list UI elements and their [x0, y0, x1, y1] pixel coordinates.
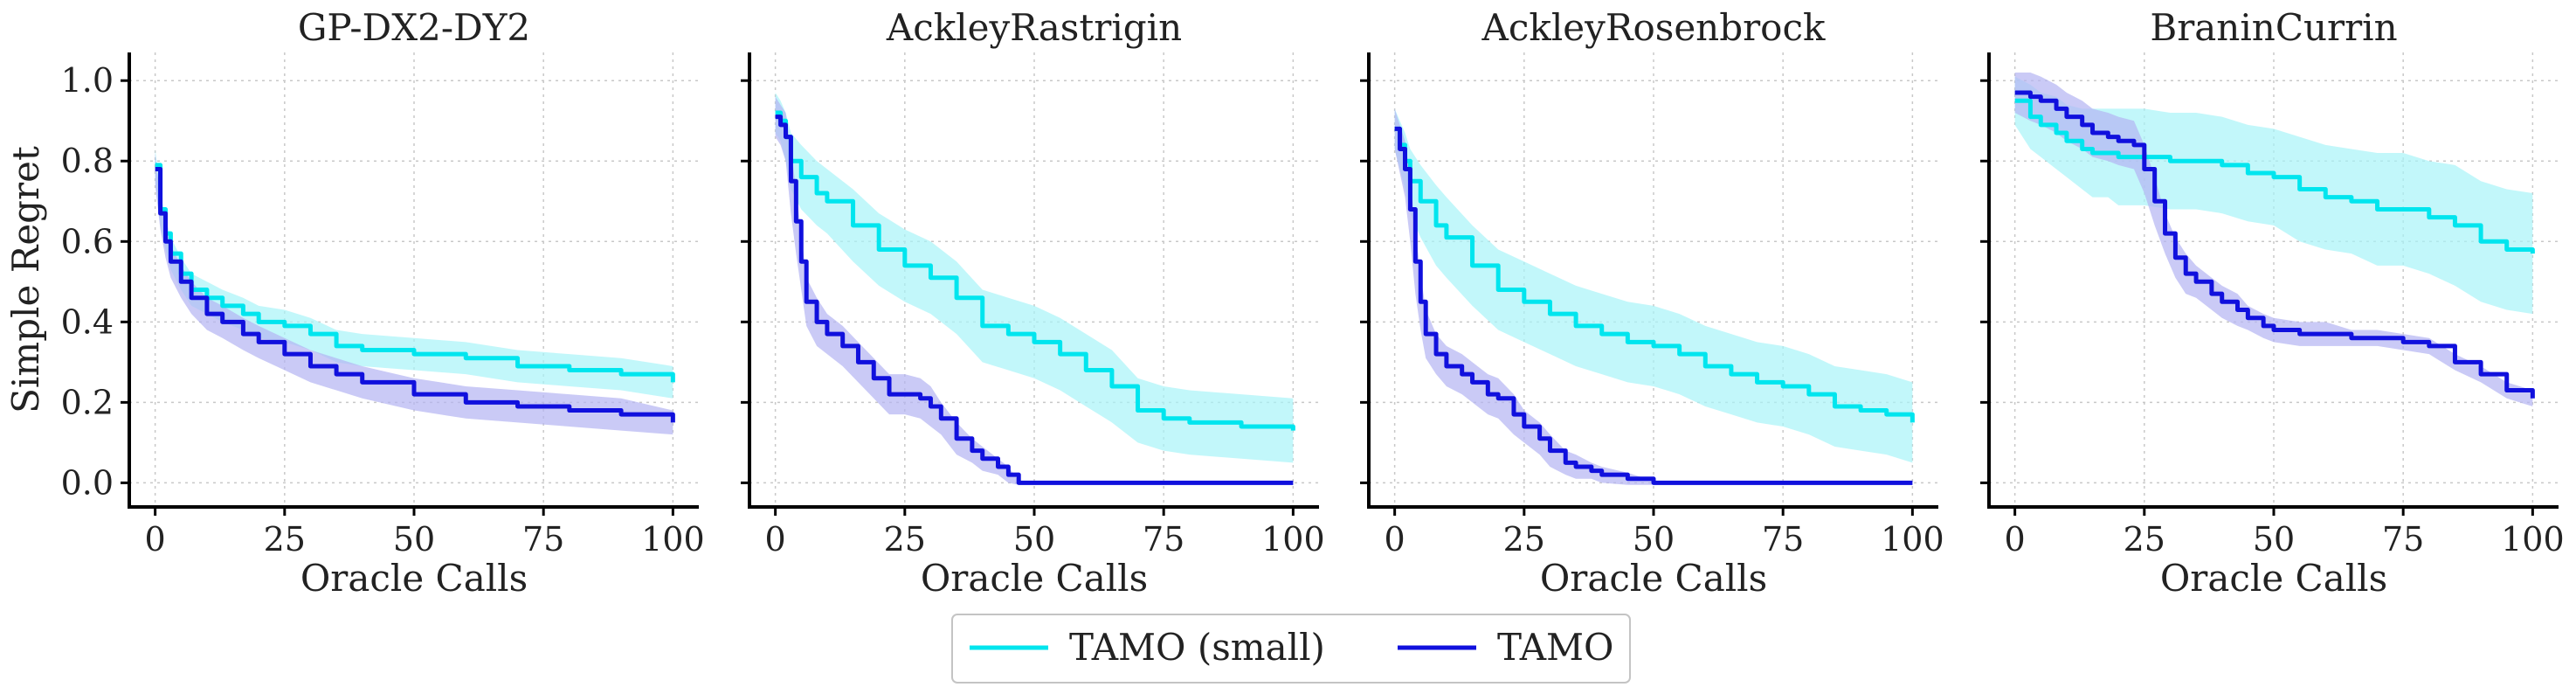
x-tick-label: 50 — [1013, 520, 1055, 559]
series-line-full — [155, 166, 675, 423]
x-tick-label: 50 — [1633, 520, 1675, 559]
x-axis-label: Oracle Calls — [2160, 557, 2387, 600]
panel-4: BraninCurrin 0 25 50 75 100 Oracle Calls — [1980, 6, 2565, 600]
confidence-band-full — [775, 96, 1294, 485]
x-tick-label: 100 — [2501, 520, 2565, 559]
x-tick-label: 75 — [1143, 520, 1184, 559]
legend-label-full: TAMO — [1497, 626, 1614, 669]
x-tick-label: 25 — [884, 520, 926, 559]
x-tick-label: 25 — [264, 520, 306, 559]
y-tick-label: 0.6 — [61, 222, 114, 260]
x-tick-label: 75 — [2382, 520, 2424, 559]
y-tick-label: 0.8 — [61, 142, 114, 180]
confidence-band-full — [155, 153, 673, 435]
confidence-band-small — [1394, 108, 1913, 463]
x-axis-label: Oracle Calls — [300, 557, 528, 600]
x-tick-label: 100 — [1261, 520, 1325, 559]
x-tick-label: 100 — [641, 520, 705, 559]
series-line-small — [1394, 126, 1915, 423]
confidence-band-small — [155, 149, 673, 399]
series-line-small — [155, 163, 675, 383]
panel-3: AckleyRosenbrock 0 25 50 75 100 Oracle Calls — [1360, 6, 1944, 600]
axis-spines — [1367, 52, 1938, 509]
x-tick-label: 0 — [765, 520, 786, 559]
x-axis-label: Oracle Calls — [921, 557, 1148, 600]
x-tick-label: 75 — [522, 520, 564, 559]
y-tick-label: 1.0 — [61, 61, 114, 100]
series-line-full — [1394, 126, 1913, 485]
x-tick-label: 50 — [393, 520, 435, 559]
series-line-small — [775, 110, 1295, 431]
axis-spines — [128, 52, 699, 509]
panel-title: GP-DX2-DY2 — [298, 6, 530, 49]
y-axis-label: Simple Regret — [4, 146, 47, 413]
series-line-full — [2014, 90, 2535, 399]
confidence-band-small — [2014, 76, 2533, 315]
x-axis-label: Oracle Calls — [1540, 557, 1767, 600]
axis-spines — [1987, 52, 2559, 509]
legend-label-small: TAMO (small) — [1069, 626, 1325, 669]
panel-title: AckleyRastrigin — [886, 6, 1182, 49]
legend: TAMO (small) TAMO — [951, 614, 1631, 684]
series-line-small — [2014, 98, 2535, 254]
y-tick-label: 0.4 — [61, 302, 114, 341]
x-tick-label: 25 — [2124, 520, 2165, 559]
x-tick-label: 0 — [1385, 520, 1405, 559]
x-tick-label: 75 — [1762, 520, 1804, 559]
x-tick-label: 25 — [1503, 520, 1545, 559]
legend-frame — [951, 614, 1631, 684]
axis-spines — [748, 52, 1319, 509]
x-tick-label: 0 — [2005, 520, 2026, 559]
panel-2: AckleyRastrigin 0 25 50 75 100 Oracle Calls — [741, 6, 1325, 600]
series-line-full — [775, 115, 1294, 485]
y-tick-label: 0.2 — [61, 383, 114, 421]
panel-1: GP-DX2-DY2 0 25 50 75 100 0.0 0.2 0.4 0.6 0.8 1.0 Or… — [4, 6, 705, 600]
x-tick-label: 50 — [2253, 520, 2295, 559]
y-tick-label: 0.0 — [61, 463, 114, 502]
x-tick-label: 100 — [1881, 520, 1944, 559]
x-tick-label: 0 — [145, 520, 166, 559]
panel-title: AckleyRosenbrock — [1481, 6, 1826, 49]
panel-title: BraninCurrin — [2150, 6, 2397, 49]
